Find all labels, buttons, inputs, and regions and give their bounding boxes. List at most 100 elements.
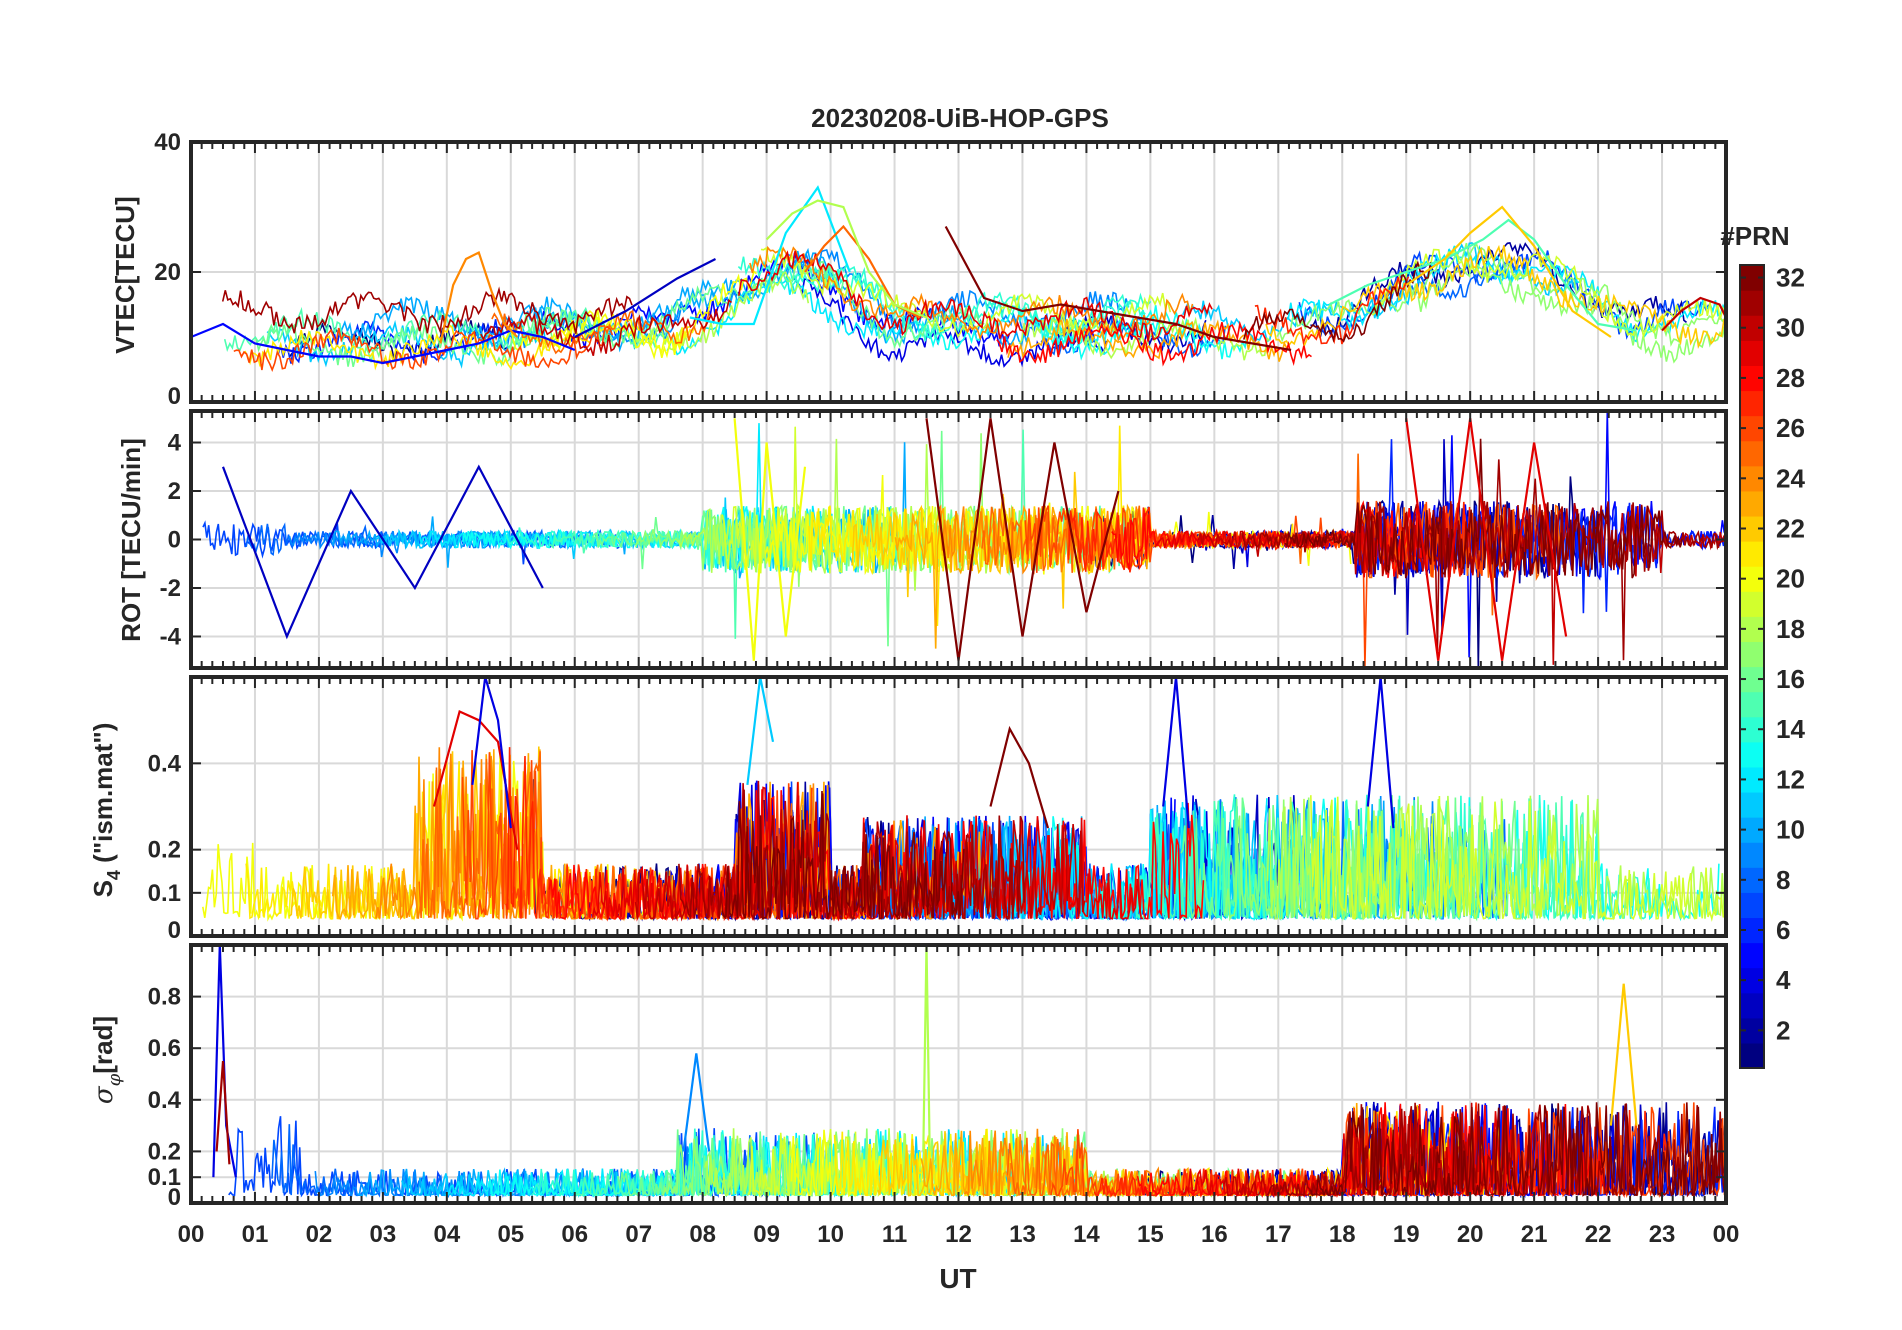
- x-tick-label: 16: [1201, 1221, 1228, 1248]
- x-tick-label: 19: [1393, 1221, 1420, 1248]
- vtec-x-ticks: [190, 141, 1727, 403]
- colorbar-frame: [1739, 264, 1765, 1069]
- x-tick-label: 03: [370, 1221, 397, 1248]
- colorbar-tick-label: 10: [1776, 815, 1805, 845]
- series-prn-4: [212, 945, 237, 1178]
- prn-23-trace: [1007, 318, 1290, 362]
- x-tick-label: 23: [1649, 1221, 1676, 1248]
- colorbar-tick-label: 28: [1776, 363, 1805, 393]
- sigma-ytick-label: 0: [168, 1184, 181, 1211]
- x-tick-label: 09: [753, 1221, 780, 1248]
- sigma-ytick-label: 0.4: [148, 1087, 182, 1114]
- x-tick-label: 12: [945, 1221, 972, 1248]
- vtec-ylabel: VTEC[TECU]: [110, 196, 140, 353]
- series-prn-29: [1405, 418, 1568, 661]
- colorbar-segment: [1740, 1042, 1764, 1069]
- s4-x-ticks: [190, 677, 1727, 937]
- colorbar-tick-label: 2: [1776, 1015, 1790, 1045]
- colorbar-tick-label: 16: [1776, 664, 1805, 694]
- x-tick-label: 07: [625, 1221, 652, 1248]
- x-tick-label: 02: [306, 1221, 333, 1248]
- x-tick-label: 08: [689, 1221, 716, 1248]
- colorbar-tick-label: 12: [1776, 764, 1805, 794]
- prn-30-trace: [480, 298, 733, 357]
- colorbar-segment: [1740, 942, 1764, 969]
- series-prn-30: [1661, 296, 1726, 332]
- colorbar-tick-label: 24: [1776, 463, 1805, 493]
- series-prn-3: [574, 258, 716, 338]
- rot-ytick-label: -4: [160, 623, 182, 650]
- series-prn-32: [944, 225, 1292, 352]
- colorbar-tick-label: 6: [1776, 915, 1790, 945]
- series-prn-20: [733, 418, 807, 661]
- x-tick-label: 13: [1009, 1221, 1036, 1248]
- series-prn-18: [922, 945, 931, 1152]
- prn-32-trace: [1243, 260, 1432, 343]
- prn-32-trace: [1284, 438, 1683, 579]
- prn-32-trace: [1309, 1102, 1726, 1198]
- s4-traces: [202, 677, 1726, 922]
- x-tick-label: 15: [1137, 1221, 1164, 1248]
- vtec-panel: 0 20 40: [154, 129, 1728, 410]
- sigma-ytick-label: 0.2: [148, 1138, 181, 1165]
- colorbar-tick-label: 26: [1776, 413, 1805, 443]
- rot-ytick-label: 2: [168, 478, 181, 505]
- vtec-traces: [191, 185, 1726, 372]
- prn-31-trace: [1266, 1102, 1726, 1198]
- colorbar-tick-label: 14: [1776, 714, 1805, 744]
- prn-24-trace: [749, 245, 1194, 343]
- colorbar-tick-label: 4: [1776, 965, 1791, 995]
- series-prn-4: [1366, 677, 1395, 829]
- s4-ytick-label: 0.1: [148, 880, 181, 907]
- series-prn-22: [1609, 983, 1638, 1126]
- prn-29-trace: [738, 250, 1213, 342]
- series-prn-11: [746, 677, 775, 786]
- colorbar-segment: [1740, 290, 1764, 316]
- prn-22-trace: [1265, 244, 1725, 349]
- sigma-phi-panel: 00.10.2 0.4 0.6 0.8: [148, 943, 1728, 1211]
- x-tick-labels: 00 01 02 03 04 05 06 07 08 09 10 11 12 13 14 15 16 17 18 19…: [178, 1221, 1740, 1248]
- prn-4-trace: [793, 277, 1108, 368]
- x-tick-label: 18: [1329, 1221, 1356, 1248]
- vtec-ytick-label: 40: [154, 129, 181, 156]
- prn-20-trace: [551, 269, 757, 360]
- prn-19-trace: [1310, 795, 1726, 922]
- x-tick-label: 01: [242, 1221, 269, 1248]
- series-prn-32: [989, 725, 1050, 829]
- colorbar-segment: [1740, 892, 1764, 919]
- prn-9-trace: [314, 1146, 700, 1198]
- rot-ytick-label: 4: [168, 430, 182, 457]
- s4-ytick-label: 0.2: [148, 837, 181, 864]
- x-tick-label: 17: [1265, 1221, 1292, 1248]
- x-axis-label: UT: [939, 1263, 976, 1294]
- x-tick-label: 20: [1457, 1221, 1484, 1248]
- colorbar-tick-label: 20: [1776, 564, 1805, 594]
- colorbar-segment: [1740, 842, 1764, 868]
- colorbar-tick-label: 18: [1776, 614, 1805, 644]
- sigma-ytick-label: 0.6: [148, 1035, 181, 1062]
- series-prn-18: [765, 199, 927, 319]
- x-tick-label: 10: [817, 1221, 844, 1248]
- sigma-traces: [212, 945, 1726, 1199]
- prn-12-trace: [666, 275, 901, 356]
- colorbar-tick-label: 8: [1776, 865, 1790, 895]
- rot-traces: [202, 411, 1726, 668]
- colorbar-segment: [1740, 641, 1764, 668]
- prn-16-trace: [255, 322, 572, 368]
- x-tick-label: 21: [1521, 1221, 1548, 1248]
- rot-panel: -4 -2 0 2 4: [160, 409, 1728, 670]
- vtec-ytick-label: 20: [154, 259, 181, 286]
- s4-ylabel: S4 ("ism.mat"): [88, 723, 124, 898]
- x-tick-label: 00: [178, 1221, 205, 1248]
- prn-18-trace: [1266, 795, 1725, 921]
- series-prn-4: [1162, 677, 1190, 829]
- prn-28-trace: [996, 320, 1312, 367]
- colorbar-segment: [1740, 440, 1764, 467]
- colorbar-tick-label: 30: [1776, 313, 1805, 343]
- series-prn-31: [215, 1061, 231, 1165]
- colorbar-tick-label: 22: [1776, 513, 1805, 543]
- sigma-ytick-label: 0.8: [148, 984, 181, 1011]
- prn-21-trace: [244, 323, 591, 371]
